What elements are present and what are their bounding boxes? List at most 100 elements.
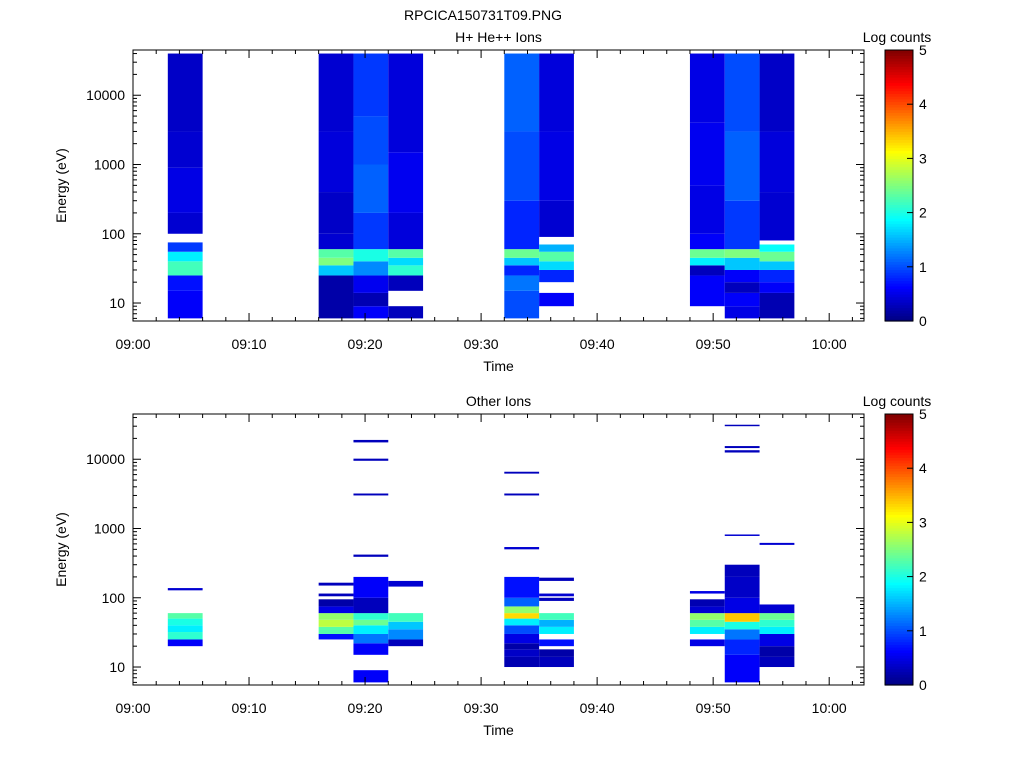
x-tick-label: 09:20 [348, 336, 383, 352]
heatmap-cell [539, 244, 574, 252]
colorbar-segment [885, 649, 913, 654]
heatmap-cell [353, 458, 389, 461]
colorbar-segment [885, 234, 913, 238]
colorbar-segment [885, 565, 913, 570]
heatmap-cell [353, 275, 389, 293]
colorbar-segment [885, 468, 913, 472]
heatmap-cell [167, 613, 203, 619]
colorbar-segment [885, 131, 913, 135]
heatmap-cell [539, 577, 574, 581]
x-tick-label: 09:40 [580, 700, 615, 716]
colorbar-segment [885, 134, 913, 138]
colorbar-tick-label: 5 [919, 406, 927, 422]
heatmap-cell [689, 275, 725, 307]
colorbar-segment [885, 609, 913, 613]
x-axis: 09:00 09:10 09:20 09:30 09:40 09:50 10:00 Time [115, 414, 853, 738]
heatmap-cell [353, 212, 389, 250]
y-tick-label: 10 [109, 659, 125, 675]
heatmap-cell [318, 257, 354, 266]
heatmap-cell [759, 633, 795, 647]
colorbar-segment [885, 541, 913, 545]
heatmap-cell [504, 606, 540, 614]
colorbar-segment [885, 163, 913, 168]
heatmap-cell [539, 639, 574, 647]
heatmap-cell [388, 257, 424, 266]
heatmap-cell [539, 261, 574, 270]
heatmap-cell [167, 290, 203, 319]
colorbar-segment [885, 544, 913, 548]
heatmap-cell [318, 233, 354, 250]
colorbar-segment [885, 258, 913, 262]
heatmap-cell [689, 122, 725, 186]
heatmap-cell [724, 450, 760, 453]
heatmap-cell [504, 613, 540, 619]
heatmap-cell [539, 292, 574, 307]
colorbar-segment [885, 511, 913, 515]
heatmap-cell [318, 619, 354, 627]
colorbar-segment [885, 310, 913, 314]
colorbar-segment [885, 424, 913, 429]
heatmap-cell [167, 242, 203, 252]
colorbar-segment [885, 641, 913, 645]
heatmap-cell [167, 632, 203, 640]
colorbar-segment [885, 293, 913, 298]
colorbar-segment [885, 115, 913, 119]
colorbar-segment [885, 150, 913, 154]
colorbar-segment [885, 104, 913, 108]
colorbar-segment [885, 603, 913, 608]
heatmap-cell [759, 192, 795, 241]
colorbar-segment [885, 285, 913, 290]
colorbar-segment [885, 462, 913, 467]
colorbar-segment [885, 112, 913, 116]
y-tick-label: 10 [109, 295, 125, 311]
colorbar-segment [885, 473, 913, 477]
colorbar-segment [885, 52, 913, 57]
colorbar-segment [885, 147, 913, 151]
heatmap-cell [689, 257, 725, 266]
heatmap-cell [759, 292, 795, 319]
colorbar-segment [885, 647, 913, 651]
heatmap-cell [539, 131, 574, 201]
colorbar-segment [885, 50, 913, 54]
heatmap-cell [388, 306, 424, 319]
colorbar-segment [885, 611, 913, 616]
colorbar-label: Log counts [863, 29, 932, 45]
heatmap-cell [353, 633, 389, 644]
colorbar-segment [885, 125, 913, 130]
colorbar-segment [885, 560, 913, 564]
colorbar-segment [885, 274, 913, 279]
colorbar-segment [885, 180, 913, 184]
x-axis: 09:00 09:10 09:20 09:30 09:40 09:50 10:00 Time [115, 50, 853, 374]
colorbar-segment [885, 277, 913, 281]
heatmap-cell [724, 613, 760, 622]
colorbar-segment [885, 614, 913, 618]
heatmap-cell [353, 576, 389, 598]
colorbar-segment [885, 617, 913, 621]
heatmap-cell [724, 200, 760, 250]
colorbar-tick-label: 3 [919, 514, 927, 530]
heatmap-cell [759, 542, 795, 545]
colorbar-segment [885, 638, 913, 643]
heatmap-cell [167, 618, 203, 626]
colorbar-segment [885, 592, 913, 597]
colorbar-segment [885, 676, 913, 681]
colorbar-segment [885, 666, 913, 670]
colorbar-segment [885, 226, 913, 230]
heatmap-cell [689, 185, 725, 234]
colorbar-segment [885, 255, 913, 260]
colorbar-tick-label: 0 [919, 313, 927, 329]
colorbar-segment [885, 557, 913, 561]
y-tick-label: 10000 [86, 451, 125, 467]
colorbar-segment [885, 90, 913, 94]
colorbar-segment [885, 633, 913, 637]
heatmap-cell [318, 275, 354, 319]
colorbar-segment [885, 657, 913, 662]
colorbar-segment [885, 443, 913, 448]
colorbar-segment [885, 261, 913, 265]
heatmap-cell [504, 656, 540, 668]
heatmap-cell [167, 131, 203, 168]
